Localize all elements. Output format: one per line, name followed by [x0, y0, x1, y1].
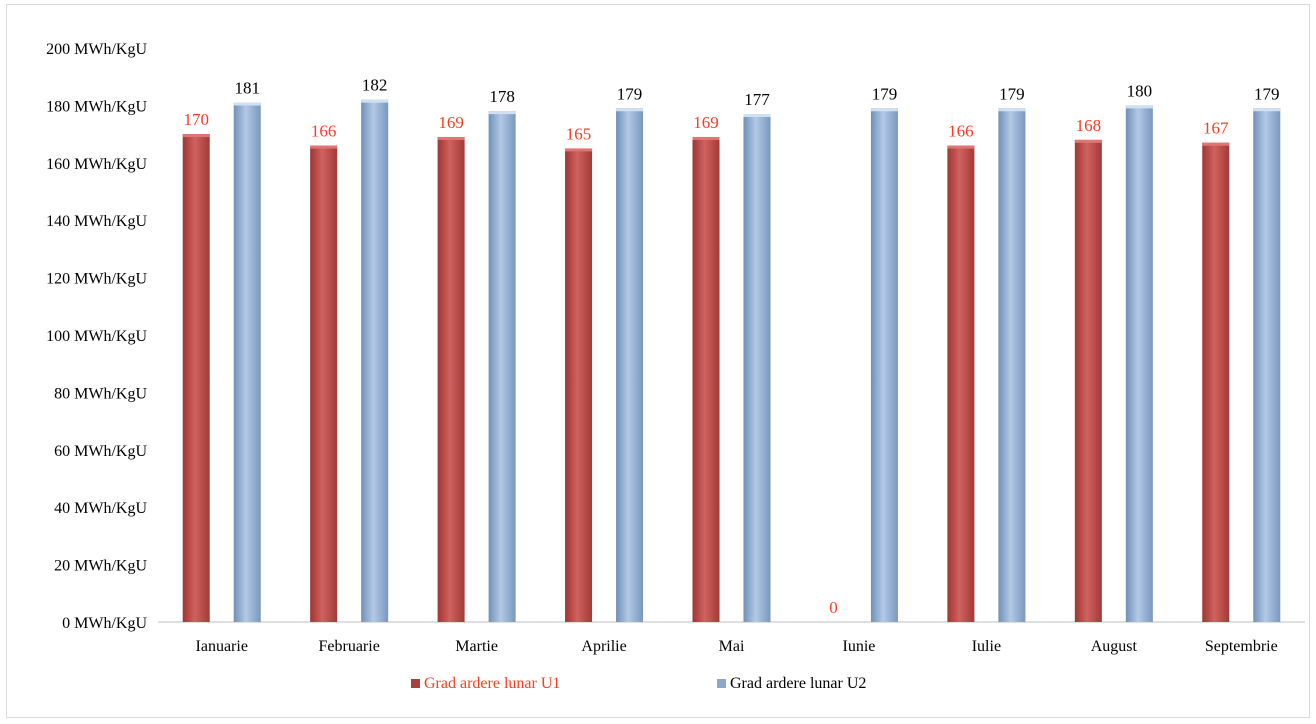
bar-u1	[1074, 139, 1102, 622]
data-label-u2: 177	[744, 90, 770, 109]
data-label-u1: 166	[311, 122, 337, 141]
bar-u2	[616, 108, 644, 622]
y-tick-label: 120 MWh/KgU	[46, 271, 147, 288]
bar-u2	[361, 99, 389, 622]
bar-cap	[870, 108, 898, 112]
bar-cap	[1074, 139, 1102, 143]
bar-u2	[488, 111, 516, 622]
bar-u1	[310, 145, 338, 622]
y-tick-label: 160 MWh/KgU	[46, 156, 147, 173]
data-label-u1: 170	[183, 110, 209, 129]
bar-cap	[437, 136, 465, 140]
bar-cap	[1125, 105, 1153, 109]
data-label-u1: 169	[693, 113, 719, 132]
x-tick-label: Mai	[719, 638, 745, 655]
x-tick-label: Aprilie	[581, 638, 626, 655]
y-tick-label: 60 MWh/KgU	[54, 443, 147, 460]
bar-cap	[361, 99, 389, 103]
legend-label-u1: Grad ardere lunar U1	[424, 675, 560, 692]
bar-u1	[437, 136, 465, 622]
bar-u1	[692, 136, 720, 622]
x-tick-label: Martie	[455, 638, 498, 655]
bar-u1	[565, 148, 593, 622]
legend-swatch-u1	[411, 679, 420, 688]
bar-cap	[233, 102, 261, 106]
bar-u2	[233, 102, 261, 622]
bar-cap	[743, 114, 771, 118]
bar-u2	[743, 114, 771, 622]
x-tick-label: Iulie	[972, 638, 1001, 655]
y-tick-label: 0 MWh/KgU	[62, 615, 147, 632]
y-tick-label: 100 MWh/KgU	[46, 328, 147, 345]
data-label-u1: 168	[1076, 116, 1102, 135]
y-tick-label: 180 MWh/KgU	[46, 98, 147, 115]
bar-cap	[947, 145, 975, 149]
bar-cap	[488, 111, 516, 115]
x-tick-label: Septembrie	[1205, 638, 1278, 655]
data-label-u1: 165	[566, 124, 592, 143]
bar-cap	[1202, 142, 1230, 146]
x-tick-label: August	[1091, 638, 1138, 655]
data-label-u2: 180	[1127, 81, 1153, 100]
bar-u2	[1253, 108, 1281, 622]
bar-cap	[616, 108, 644, 112]
data-label-u1: 166	[948, 122, 974, 141]
bar-cap	[998, 108, 1026, 112]
legend: Grad ardere lunar U1 Grad ardere lunar U2	[411, 675, 866, 692]
bar-u1	[947, 145, 975, 622]
data-label-u2: 179	[999, 84, 1025, 103]
bar-cap	[182, 134, 210, 138]
y-tick-label: 40 MWh/KgU	[54, 500, 147, 517]
y-tick-label: 140 MWh/KgU	[46, 213, 147, 230]
bar-u2	[870, 108, 898, 622]
y-tick-label: 80 MWh/KgU	[54, 385, 147, 402]
legend-label-u2: Grad ardere lunar U2	[730, 675, 866, 692]
data-label-u1: 0	[829, 598, 838, 617]
bar-u1	[1202, 142, 1230, 622]
bar-cap	[310, 145, 338, 149]
y-tick-label: 20 MWh/KgU	[54, 558, 147, 575]
x-tick-label: Ianuarie	[196, 638, 248, 655]
data-label-u1: 169	[438, 113, 464, 132]
y-axis: 0 MWh/KgU 20 MWh/KgU 40 MWh/KgU 60 MWh/KgU 8…	[46, 41, 147, 632]
bar-u2	[998, 108, 1026, 622]
bar-cap	[565, 148, 593, 152]
data-label-u2: 178	[489, 87, 515, 106]
legend-swatch-u2	[717, 679, 726, 688]
bar-u1	[182, 134, 210, 622]
x-tick-label: Iunie	[843, 638, 876, 655]
data-label-u2: 182	[362, 76, 388, 95]
data-label-u1: 167	[1203, 119, 1229, 138]
bar-u2	[1125, 105, 1153, 622]
bar-cap	[1253, 108, 1281, 112]
bars: 170 181 166 182 169 178 165 179 169 177 0 179 166 179…	[182, 76, 1281, 622]
data-label-u2: 181	[234, 79, 260, 98]
bar-cap	[692, 136, 720, 140]
data-label-u2: 179	[872, 84, 898, 103]
x-axis: Ianuarie Februarie Martie Aprilie Mai Iunie Iu…	[196, 638, 1278, 655]
data-label-u2: 179	[617, 84, 643, 103]
x-tick-label: Februarie	[319, 638, 380, 655]
y-tick-label: 200 MWh/KgU	[46, 41, 147, 58]
data-label-u2: 179	[1254, 84, 1280, 103]
